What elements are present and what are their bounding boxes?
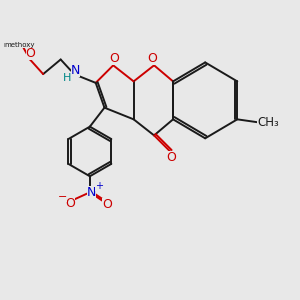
Text: H: H	[63, 74, 72, 83]
Text: N: N	[87, 186, 96, 199]
Text: methoxy: methoxy	[3, 42, 34, 48]
Text: O: O	[26, 46, 35, 60]
Text: methoxy: methoxy	[4, 42, 35, 48]
Text: CH₃: CH₃	[257, 116, 279, 129]
Text: +: +	[94, 182, 103, 191]
Text: −: −	[58, 192, 68, 202]
Text: O: O	[65, 196, 75, 210]
Text: O: O	[167, 151, 176, 164]
Text: O: O	[109, 52, 119, 64]
Text: N: N	[70, 64, 80, 77]
Text: O: O	[102, 197, 112, 211]
Text: O: O	[148, 52, 158, 64]
